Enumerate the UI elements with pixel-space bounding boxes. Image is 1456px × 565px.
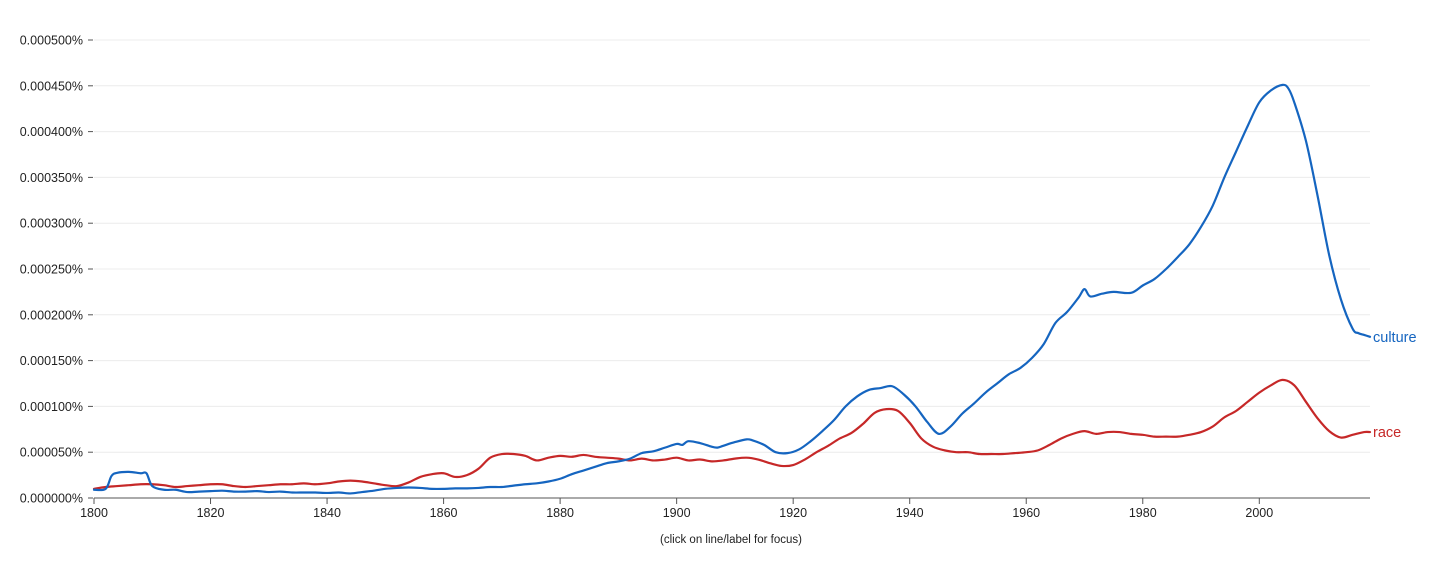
x-tick-label: 1900 xyxy=(663,506,691,520)
x-tick-label: 1880 xyxy=(546,506,574,520)
series-labels[interactable]: culture race xyxy=(1373,330,1417,441)
y-tick-label: 0.000200% xyxy=(20,308,83,322)
y-tick-label: 0.000300% xyxy=(20,217,83,231)
y-tick-label: 0.000250% xyxy=(20,263,83,277)
x-tick-label: 2000 xyxy=(1245,506,1273,520)
y-tick-label: 0.000500% xyxy=(20,34,83,48)
series-line-race[interactable] xyxy=(92,378,1372,490)
x-tick-label: 1920 xyxy=(779,506,807,520)
series-label-culture[interactable]: culture xyxy=(1373,330,1417,346)
x-axis: 1800 1820 1840 1860 1880 1900 1920 1940 1960 1980… xyxy=(80,497,1370,520)
series-line-culture[interactable] xyxy=(92,83,1372,495)
y-tick-label: 0.000150% xyxy=(20,354,83,368)
gridlines xyxy=(94,39,1370,453)
y-tick-label: 0.000000% xyxy=(20,492,83,506)
x-tick-label: 1800 xyxy=(80,506,108,520)
x-tick-label: 1960 xyxy=(1012,506,1040,520)
y-tick-label: 0.000400% xyxy=(20,125,83,139)
x-tick-label: 1940 xyxy=(896,506,924,520)
y-tick-label: 0.000050% xyxy=(20,446,83,460)
x-tick-label: 1840 xyxy=(313,506,341,520)
series-lines[interactable] xyxy=(92,83,1372,495)
x-tick-label: 1860 xyxy=(430,506,458,520)
y-axis: 0.000000% 0.000050% 0.000100% 0.000150% 0.00… xyxy=(20,34,93,506)
x-tick-label: 1820 xyxy=(197,506,225,520)
series-label-race[interactable]: race xyxy=(1373,425,1401,441)
focus-hint: (click on line/label for focus) xyxy=(660,534,802,546)
y-tick-label: 0.000100% xyxy=(20,400,83,414)
y-tick-label: 0.000350% xyxy=(20,171,83,185)
y-tick-label: 0.000450% xyxy=(20,79,83,93)
x-tick-label: 1980 xyxy=(1129,506,1157,520)
